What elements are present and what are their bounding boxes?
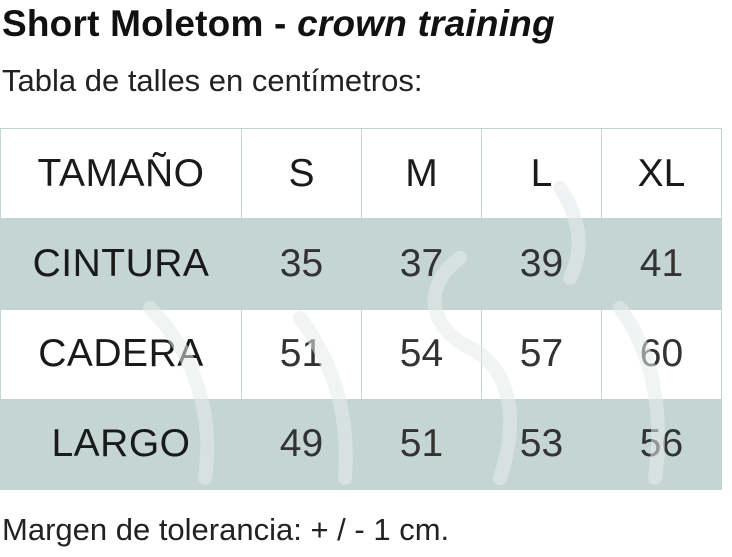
row-label-waist: CINTURA	[0, 218, 242, 310]
table-header-row: TAMAÑO S M L XL	[0, 127, 722, 220]
row-label-length: LARGO	[0, 398, 242, 491]
table-cell: 49	[241, 398, 362, 491]
table-cell: 51	[361, 398, 482, 491]
table-cell: 39	[481, 218, 602, 310]
table-cell: 60	[601, 308, 722, 400]
table-caption: Tabla de talles en centímetros:	[2, 63, 423, 98]
header-cell-s: S	[241, 127, 362, 220]
title-collection-name: crown training	[297, 3, 555, 44]
header-cell-m: M	[361, 127, 482, 220]
table-cell: 37	[361, 218, 482, 310]
tolerance-note: Margen de tolerancia: + / - 1 cm.	[2, 512, 450, 547]
title-product-name: Short Moletom -	[2, 3, 298, 44]
header-cell-l: L	[481, 127, 602, 220]
table-cell: 51	[241, 308, 362, 400]
table-cell: 53	[481, 398, 602, 491]
header-cell-size: TAMAÑO	[0, 127, 242, 220]
table-cell: 54	[361, 308, 482, 400]
size-table: TAMAÑO S M L XL CINTURA 35 37 39 41 CADE…	[0, 127, 722, 491]
table-row-length: LARGO 49 51 53 56	[0, 398, 722, 491]
table-cell: 56	[601, 398, 722, 491]
table-row-hip: CADERA 51 54 57 60	[0, 308, 722, 400]
page-title: Short Moletom - crown training	[2, 2, 555, 46]
size-chart: TAMAÑO S M L XL CINTURA 35 37 39 41 CADE…	[0, 127, 722, 491]
table-cell: 41	[601, 218, 722, 310]
table-row-waist: CINTURA 35 37 39 41	[0, 218, 722, 310]
header-cell-xl: XL	[601, 127, 722, 220]
table-cell: 35	[241, 218, 362, 310]
row-label-hip: CADERA	[0, 308, 242, 400]
table-cell: 57	[481, 308, 602, 400]
